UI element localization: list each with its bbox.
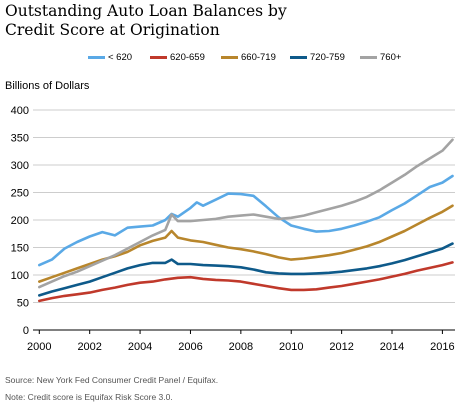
series-line: [38, 261, 454, 303]
legend-swatch: [360, 56, 377, 59]
x-tick-label: 2016: [430, 341, 454, 353]
x-tick-label: 2014: [380, 341, 404, 353]
x-tick-label: 2000: [27, 341, 51, 353]
legend-label: < 620: [108, 52, 133, 63]
y-tick-label: 400: [11, 105, 29, 117]
chart-title: Outstanding Auto Loan Balances by Credit…: [5, 2, 287, 39]
y-tick-label: 350: [11, 133, 29, 145]
series-line: [38, 204, 454, 283]
y-tick-label: 250: [11, 188, 29, 200]
legend-swatch: [290, 56, 307, 59]
y-tick-label: 150: [11, 243, 29, 255]
legend-label: 720-759: [310, 52, 345, 63]
x-tick-label: 2004: [128, 341, 152, 353]
y-tick-label: 300: [11, 160, 29, 172]
y-tick-label: 100: [11, 270, 29, 282]
x-tick-label: 2012: [329, 341, 353, 353]
legend-item-620-659: 620-659: [150, 52, 205, 63]
legend-label: 620-659: [170, 52, 205, 63]
x-tick-label: 2010: [279, 341, 303, 353]
series-line: [38, 174, 454, 267]
legend: < 620 620-659 660-719 720-759 760+: [68, 52, 460, 66]
y-tick-label: 50: [17, 298, 29, 310]
series-line: [38, 242, 454, 297]
y-axis-label: Billions of Dollars: [5, 80, 90, 92]
y-tick-label: 0: [23, 325, 29, 337]
x-tick-label: 2006: [178, 341, 202, 353]
legend-item-760-plus: 760+: [360, 52, 401, 63]
x-tick-label: 2002: [77, 341, 101, 353]
legend-label: 660-719: [241, 52, 276, 63]
source-note: Source: New York Fed Consumer Credit Pan…: [5, 375, 219, 385]
legend-swatch: [221, 56, 238, 59]
x-tick-label: 2008: [229, 341, 253, 353]
legend-item-under-620: < 620: [88, 52, 132, 63]
legend-item-660-719: 660-719: [221, 52, 276, 63]
legend-label: 760+: [380, 52, 402, 63]
footnote: Note: Credit score is Equifax Risk Score…: [5, 392, 173, 402]
y-tick-label: 200: [11, 215, 29, 227]
legend-swatch: [88, 56, 105, 59]
legend-swatch: [150, 56, 167, 59]
legend-item-720-759: 720-759: [290, 52, 345, 63]
series-line: [38, 138, 454, 289]
